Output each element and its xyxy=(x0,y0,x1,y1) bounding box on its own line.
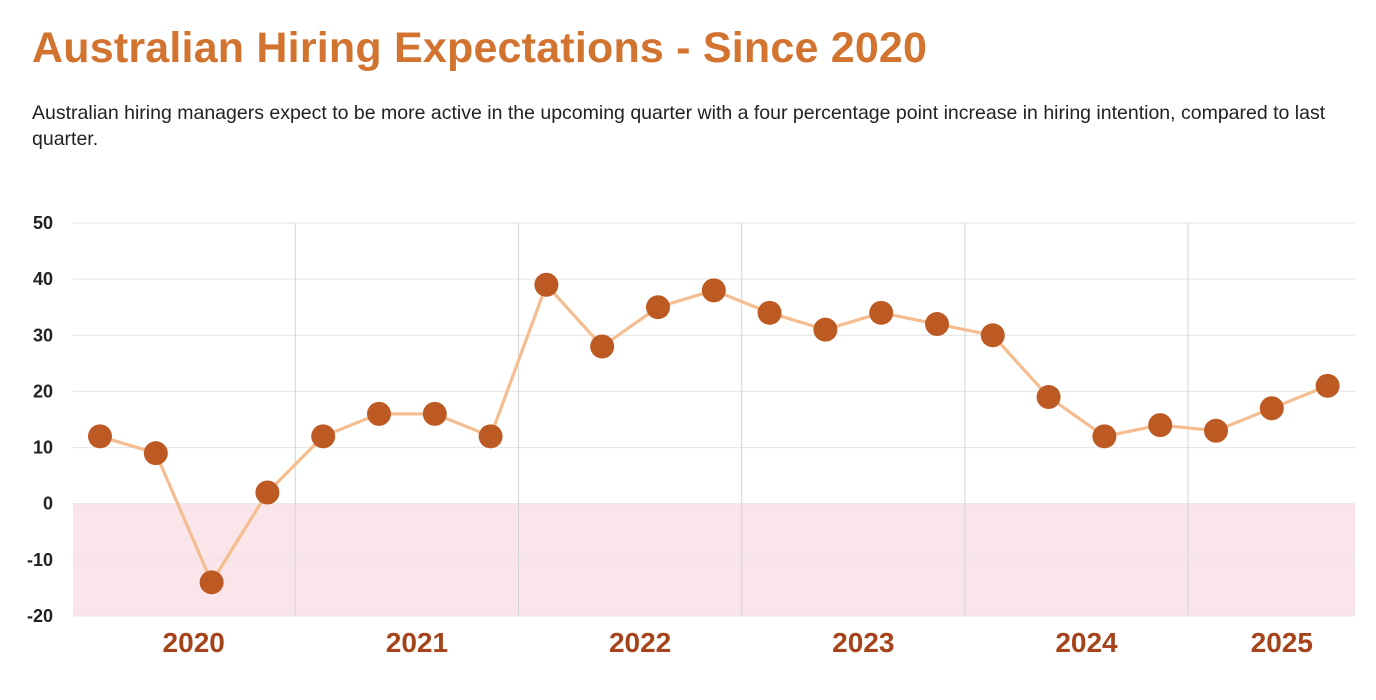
data-point[interactable] xyxy=(1148,413,1173,438)
y-tick-label: 20 xyxy=(33,381,53,401)
data-point[interactable] xyxy=(701,278,726,303)
data-point[interactable] xyxy=(1204,418,1228,443)
x-tick-label: 2025 xyxy=(1251,627,1313,658)
chart-title: Australian Hiring Expectations - Since 2… xyxy=(32,24,928,72)
y-tick-label: 0 xyxy=(43,494,53,514)
data-point[interactable] xyxy=(422,401,447,426)
x-tick-label: 2023 xyxy=(832,627,894,658)
data-point[interactable] xyxy=(478,424,503,449)
y-tick-label: -20 xyxy=(27,606,53,626)
data-point[interactable] xyxy=(199,570,224,595)
data-point[interactable] xyxy=(534,272,559,297)
data-point[interactable] xyxy=(255,480,280,505)
data-point[interactable] xyxy=(757,300,782,325)
y-tick-label: 30 xyxy=(33,325,53,345)
y-tick-label: 40 xyxy=(33,269,53,289)
series-layer xyxy=(88,272,1340,595)
x-tick-label: 2022 xyxy=(609,627,671,658)
data-point[interactable] xyxy=(813,317,838,342)
data-point[interactable] xyxy=(88,424,112,449)
data-point[interactable] xyxy=(143,441,168,466)
chart-subtitle: Australian hiring managers expect to be … xyxy=(32,102,1326,150)
data-point[interactable] xyxy=(646,295,670,320)
x-tick-label: 2020 xyxy=(163,627,225,658)
data-point[interactable] xyxy=(1259,396,1284,421)
data-point[interactable] xyxy=(869,300,894,325)
y-tick-label: 10 xyxy=(33,438,53,458)
data-point[interactable] xyxy=(925,312,949,337)
data-point[interactable] xyxy=(980,323,1005,348)
data-point[interactable] xyxy=(590,334,615,359)
x-axis: 2020 2021 2022 2023 2024 2025 xyxy=(163,627,1313,658)
data-point[interactable] xyxy=(311,424,336,449)
grid-layer xyxy=(73,222,1355,617)
y-axis: 50 40 30 20 10 0 -10 -20 xyxy=(27,213,53,626)
y-tick-label: -10 xyxy=(27,550,53,570)
x-tick-label: 2024 xyxy=(1055,627,1118,658)
data-point[interactable] xyxy=(1092,424,1117,449)
y-tick-label: 50 xyxy=(33,213,53,233)
data-point[interactable] xyxy=(1036,385,1061,410)
data-point[interactable] xyxy=(1315,373,1340,398)
data-point[interactable] xyxy=(367,401,391,426)
x-tick-label: 2021 xyxy=(386,627,448,658)
